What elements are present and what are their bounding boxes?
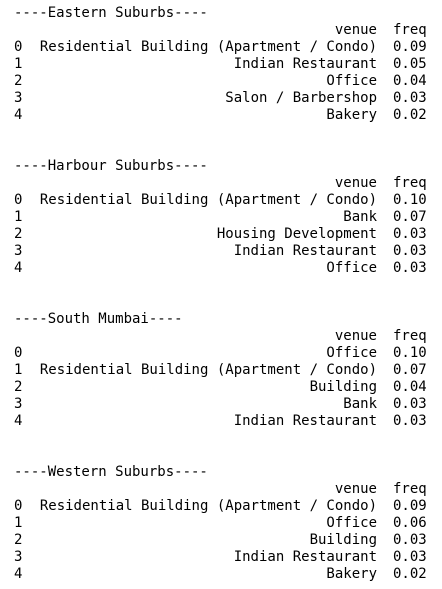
row-index: 2 — [14, 532, 23, 548]
row-index: 3 — [14, 396, 23, 412]
row-freq: 0.02 — [393, 107, 427, 123]
row-venue: Indian Restaurant — [233, 243, 377, 259]
row-venue: Office — [326, 260, 377, 276]
row-index: 3 — [14, 549, 23, 565]
venue-column-header: venue — [334, 22, 377, 38]
row-venue: Bank — [343, 209, 377, 225]
venue-column-header: venue — [334, 481, 377, 497]
section-title: ----Harbour Suburbs---- — [14, 158, 208, 174]
row-freq: 0.07 — [393, 362, 427, 378]
row-index: 2 — [14, 226, 23, 242]
row-venue: Bakery — [326, 107, 377, 123]
row-index: 3 — [14, 243, 23, 259]
row-freq: 0.07 — [393, 209, 427, 225]
row-venue: Residential Building (Apartment / Condo) — [39, 498, 377, 514]
row-venue: Housing Development — [216, 226, 377, 242]
row-index: 4 — [14, 107, 23, 123]
row-freq: 0.03 — [393, 413, 427, 429]
row-index: 0 — [14, 345, 23, 361]
freq-column-header: freq — [393, 22, 427, 38]
row-freq: 0.09 — [393, 498, 427, 514]
section-title: ----Western Suburbs---- — [14, 464, 208, 480]
section-title: ----South Mumbai---- — [14, 311, 183, 327]
row-freq: 0.06 — [393, 515, 427, 531]
row-venue: Office — [326, 515, 377, 531]
row-freq: 0.03 — [393, 260, 427, 276]
row-freq: 0.03 — [393, 226, 427, 242]
row-freq: 0.05 — [393, 56, 427, 72]
row-index: 2 — [14, 73, 23, 89]
row-venue: Building — [309, 532, 377, 548]
row-freq: 0.02 — [393, 566, 427, 582]
row-venue: Bakery — [326, 566, 377, 582]
venue-column-header: venue — [334, 328, 377, 344]
freq-column-header: freq — [393, 481, 427, 497]
row-venue: Indian Restaurant — [233, 413, 377, 429]
venue-column-header: venue — [334, 175, 377, 191]
row-index: 3 — [14, 90, 23, 106]
row-venue: Indian Restaurant — [233, 56, 377, 72]
row-freq: 0.10 — [393, 345, 427, 361]
row-venue: Indian Restaurant — [233, 549, 377, 565]
row-index: 1 — [14, 56, 23, 72]
row-index: 4 — [14, 566, 23, 582]
row-venue: Salon / Barbershop — [225, 90, 377, 106]
row-freq: 0.03 — [393, 532, 427, 548]
row-index: 1 — [14, 209, 23, 225]
freq-column-header: freq — [393, 328, 427, 344]
row-freq: 0.03 — [393, 90, 427, 106]
row-freq: 0.03 — [393, 396, 427, 412]
row-index: 0 — [14, 39, 23, 55]
freq-column-header: freq — [393, 175, 427, 191]
row-freq: 0.09 — [393, 39, 427, 55]
row-freq: 0.03 — [393, 243, 427, 259]
row-index: 4 — [14, 413, 23, 429]
row-freq: 0.04 — [393, 379, 427, 395]
row-venue: Building — [309, 379, 377, 395]
section-title: ----Eastern Suburbs---- — [14, 5, 208, 21]
row-freq: 0.03 — [393, 549, 427, 565]
row-index: 0 — [14, 498, 23, 514]
row-venue: Bank — [343, 396, 377, 412]
row-index: 0 — [14, 192, 23, 208]
row-index: 4 — [14, 260, 23, 276]
row-venue: Residential Building (Apartment / Condo) — [39, 362, 377, 378]
row-index: 1 — [14, 362, 23, 378]
row-freq: 0.10 — [393, 192, 427, 208]
row-index: 2 — [14, 379, 23, 395]
row-venue: Residential Building (Apartment / Condo) — [39, 192, 377, 208]
row-index: 1 — [14, 515, 23, 531]
row-freq: 0.04 — [393, 73, 427, 89]
row-venue: Residential Building (Apartment / Condo) — [39, 39, 377, 55]
row-venue: Office — [326, 73, 377, 89]
row-venue: Office — [326, 345, 377, 361]
